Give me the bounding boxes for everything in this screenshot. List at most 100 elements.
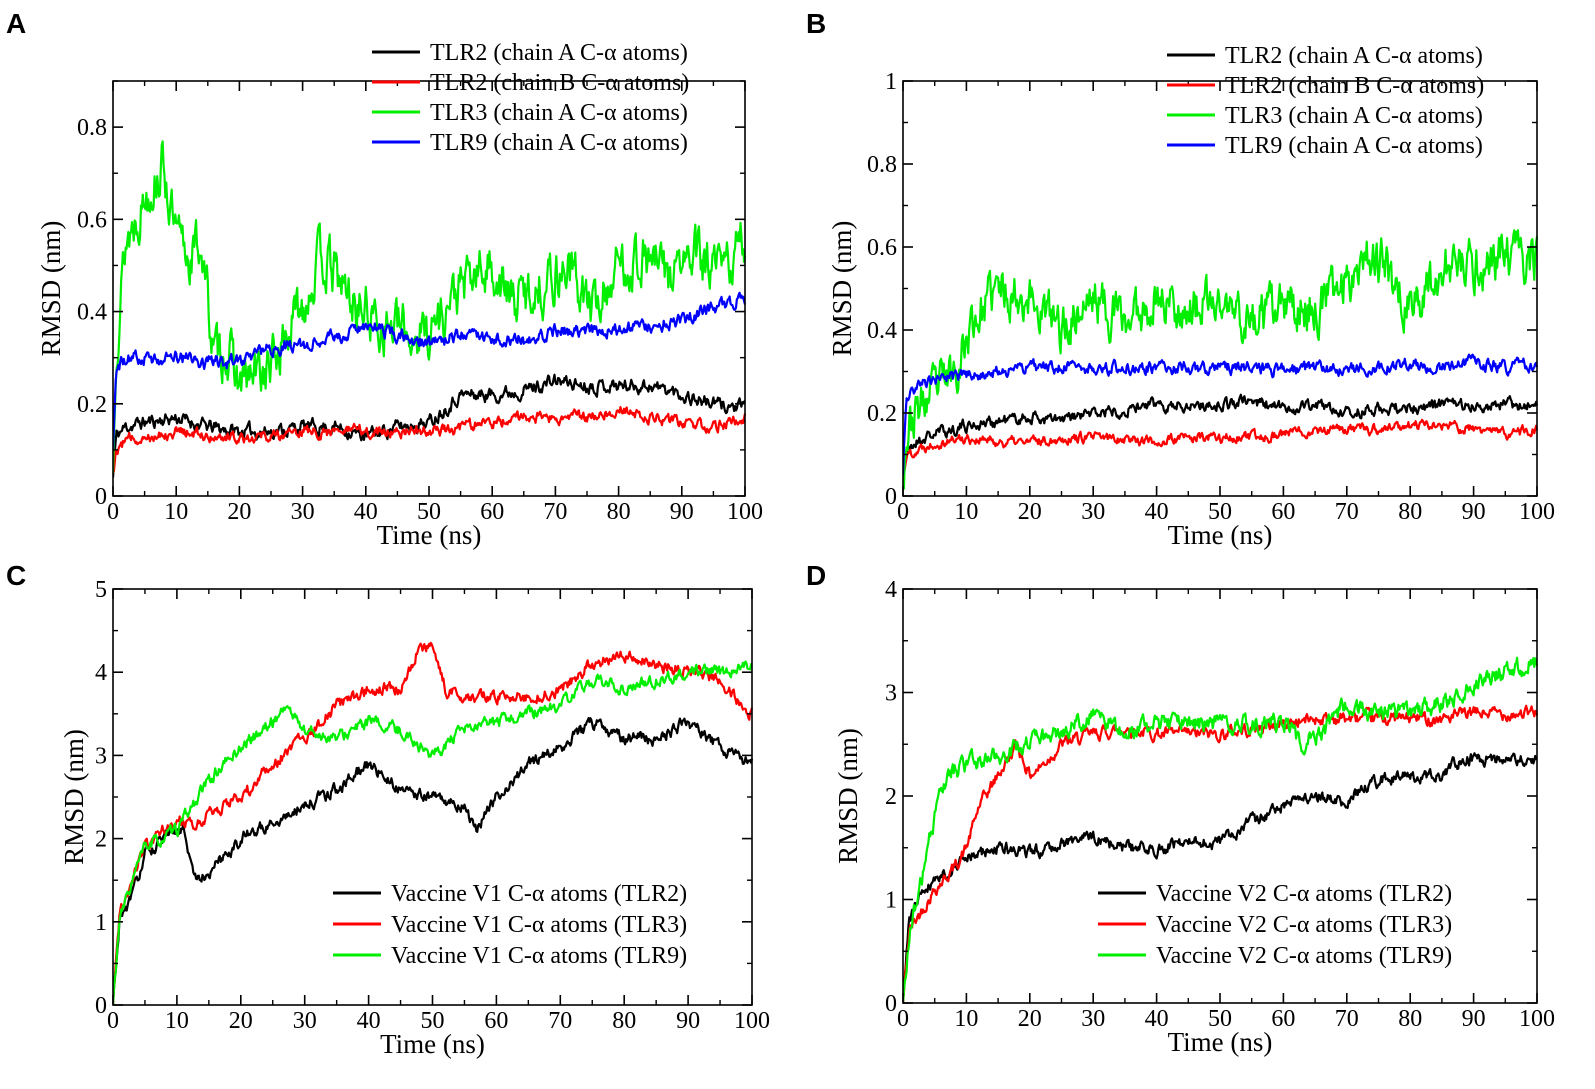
panel-label: D <box>806 560 826 591</box>
series-line-2 <box>113 406 747 474</box>
legend-label: Vaccine V1 C-α atoms (TLR9) <box>391 943 687 969</box>
legend-label: TLR2 (chain B C-α atoms) <box>1225 73 1484 99</box>
y-axis-label: RMSD (nm) <box>833 728 863 864</box>
legend-label: TLR9 (chain A C-α atoms) <box>1225 133 1483 159</box>
x-tick-label: 10 <box>164 499 188 525</box>
series-line-1 <box>903 393 1539 480</box>
y-tick-label: 1 <box>885 888 897 914</box>
x-tick-label: 30 <box>293 1008 317 1034</box>
axes-frame <box>902 588 1538 1004</box>
y-tick-label: 0.8 <box>867 152 897 178</box>
plot-area <box>113 140 747 478</box>
x-tick-label: 90 <box>1462 1006 1486 1032</box>
y-tick-label: 0.6 <box>77 207 107 233</box>
y-tick-label: 2 <box>885 784 897 810</box>
x-tick-label: 60 <box>480 499 504 525</box>
panel-label: A <box>6 8 26 39</box>
panel-d: D 0 10 20 30 40 50 60 70 80 90 100 0 1 2 3 4 Time (ns) RMS… <box>806 560 1555 1057</box>
x-tick-label: 80 <box>1398 499 1422 525</box>
panel-b: B 0 10 20 30 40 50 60 70 80 90 100 0 0.2 0.4 0.6 0.8 1 Tim… <box>806 8 1555 550</box>
y-tick-label: 1 <box>95 910 107 936</box>
legend-label: TLR2 (chain B C-α atoms) <box>430 70 689 96</box>
x-tick-label: 70 <box>543 499 567 525</box>
panel-label: B <box>806 8 826 39</box>
x-tick-label: 0 <box>897 499 909 525</box>
panel-a: A 0 10 20 30 40 50 60 70 80 90 100 0 0.2 0.4 0.6 0.8 Time… <box>6 8 763 550</box>
x-tick-label: 100 <box>1519 499 1555 525</box>
x-axis-label: Time (ns) <box>377 520 482 550</box>
y-tick-label: 0.2 <box>867 401 897 427</box>
x-tick-label: 10 <box>954 499 978 525</box>
legend: TLR2 (chain A C-α atoms) TLR2 (chain B C-… <box>372 40 689 156</box>
x-axis-label: Time (ns) <box>1168 520 1273 550</box>
legend: TLR2 (chain A C-α atoms) TLR2 (chain B C-… <box>1167 43 1484 159</box>
x-tick-label: 0 <box>107 499 119 525</box>
x-tick-label: 60 <box>1271 1006 1295 1032</box>
legend-label: Vaccine V1 C-α atoms (TLR2) <box>391 881 687 907</box>
y-axis-label: RMSD (nm) <box>59 729 89 865</box>
series-line-3 <box>903 229 1539 490</box>
legend-label: TLR2 (chain A C-α atoms) <box>1225 43 1483 69</box>
x-tick-label: 30 <box>291 499 315 525</box>
legend-label: TLR9 (chain A C-α atoms) <box>430 130 688 156</box>
series-line-2 <box>113 641 754 1005</box>
panel-c: C 0 10 20 30 40 50 60 70 80 90 100 0 1 2 3 4 5 Time (ns) RM… <box>6 560 770 1059</box>
x-tick-label: 70 <box>1335 1006 1359 1032</box>
y-tick-label: 0 <box>885 991 897 1017</box>
x-tick-label: 80 <box>612 1008 636 1034</box>
x-tick-label: 80 <box>607 499 631 525</box>
y-tick-label: 0.4 <box>77 300 107 326</box>
x-tick-label: 70 <box>548 1008 572 1034</box>
x-tick-label: 40 <box>1145 1006 1169 1032</box>
series-line-1 <box>903 752 1538 1003</box>
series-line-2 <box>903 418 1539 480</box>
y-tick-label: 0 <box>95 993 107 1019</box>
x-tick-label: 0 <box>897 1006 909 1032</box>
x-tick-label: 40 <box>354 499 378 525</box>
x-tick-label: 30 <box>1081 499 1105 525</box>
x-tick-label: 10 <box>954 1006 978 1032</box>
legend-label: TLR3 (chain A C-α atoms) <box>430 100 688 126</box>
x-tick-label: 60 <box>484 1008 508 1034</box>
y-tick-label: 4 <box>885 577 897 603</box>
y-tick-label: 4 <box>95 660 107 686</box>
x-tick-label: 60 <box>1271 499 1295 525</box>
y-axis-label: RMSD (nm) <box>36 221 66 357</box>
x-tick-label: 50 <box>417 499 441 525</box>
x-tick-label: 40 <box>357 1008 381 1034</box>
x-tick-label: 20 <box>1018 1006 1042 1032</box>
legend: Vaccine V1 C-α atoms (TLR2) Vaccine V1 C-… <box>333 881 687 969</box>
x-tick-label: 10 <box>165 1008 189 1034</box>
series-line-3 <box>113 140 747 473</box>
y-axis-label: RMSD (nm) <box>827 221 857 357</box>
legend: Vaccine V2 C-α atoms (TLR2) Vaccine V2 C-… <box>1098 881 1452 969</box>
y-tick-label: 3 <box>885 681 897 707</box>
x-tick-label: 100 <box>727 499 763 525</box>
series-line-4 <box>903 353 1539 476</box>
y-tick-label: 0 <box>885 484 897 510</box>
legend-label: Vaccine V2 C-α atoms (TLR9) <box>1156 943 1452 969</box>
y-tick-label: 0.6 <box>867 235 897 261</box>
panel-label: C <box>6 560 26 591</box>
x-tick-label: 20 <box>227 499 251 525</box>
series-line-1 <box>113 717 754 1005</box>
plot-area <box>903 656 1539 1003</box>
x-tick-label: 100 <box>734 1008 770 1034</box>
y-tick-label: 0 <box>95 484 107 510</box>
y-tick-label: 3 <box>95 743 107 769</box>
legend-label: Vaccine V2 C-α atoms (TLR2) <box>1156 881 1452 907</box>
y-tick-label: 0.4 <box>867 318 897 344</box>
x-axis-label: Time (ns) <box>1168 1027 1273 1057</box>
y-tick-label: 2 <box>95 827 107 853</box>
x-tick-label: 100 <box>1519 1006 1555 1032</box>
x-tick-label: 30 <box>1081 1006 1105 1032</box>
x-tick-label: 90 <box>670 499 694 525</box>
legend-label: TLR2 (chain A C-α atoms) <box>430 40 688 66</box>
y-tick-label: 0.8 <box>77 115 107 141</box>
series-line-3 <box>903 656 1539 1003</box>
x-tick-label: 90 <box>1462 499 1486 525</box>
series-line-4 <box>113 291 747 450</box>
x-tick-label: 50 <box>421 1008 445 1034</box>
y-tick-label: 1 <box>885 69 897 95</box>
